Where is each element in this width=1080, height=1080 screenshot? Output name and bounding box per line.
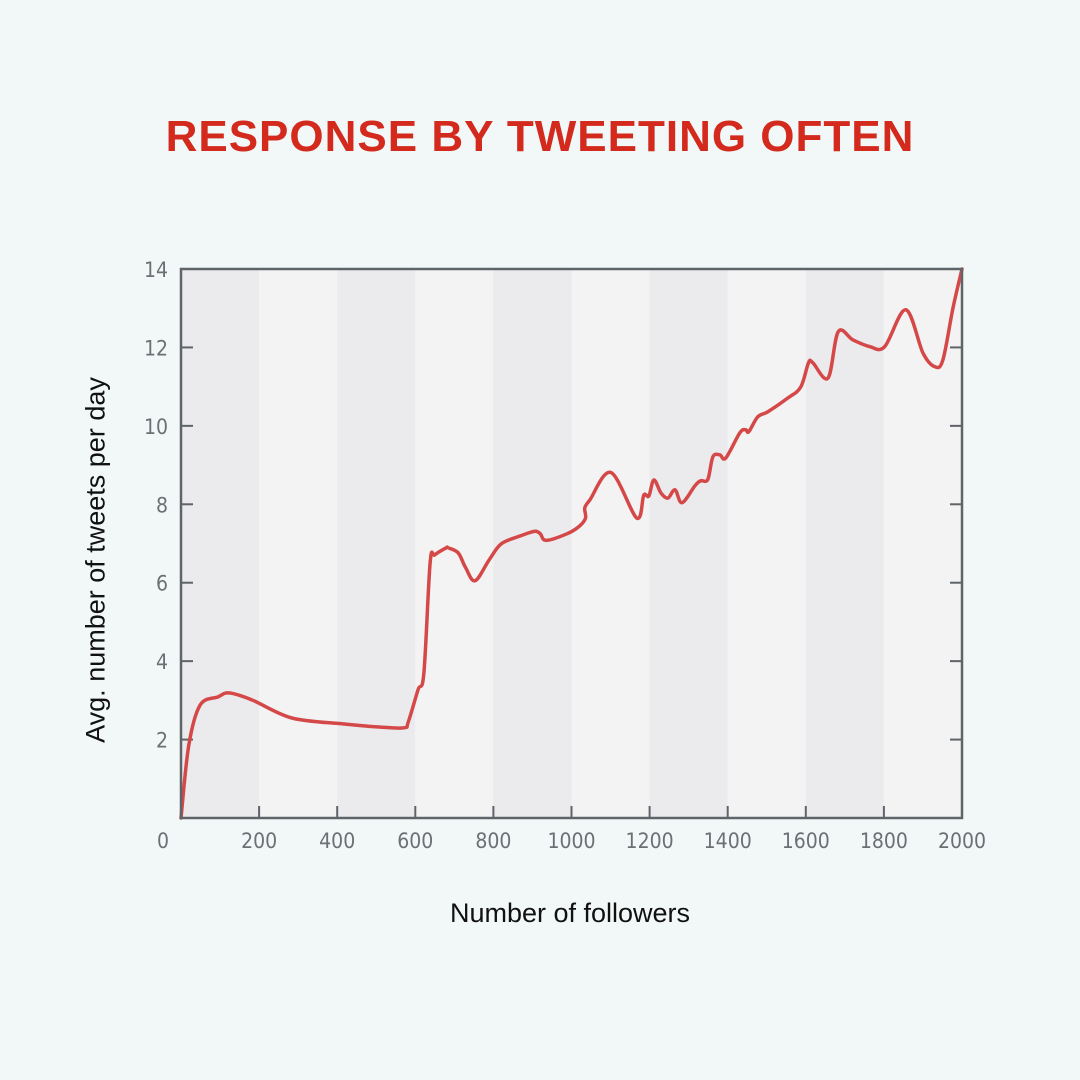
x-tick-label: 2000 (938, 829, 986, 853)
y-tick-label: 4 (156, 650, 168, 674)
background-bands (181, 269, 962, 818)
x-tick-label: 0 (157, 829, 169, 853)
band (883, 269, 962, 818)
x-tick-label: 200 (241, 829, 277, 853)
tick-labels: 0 200 400 600 800 1000 1200 1400 1600 1800 2000 2 4 6… (144, 258, 986, 853)
band (259, 269, 338, 818)
y-tick-label: 8 (156, 493, 168, 517)
x-tick-label: 600 (397, 829, 433, 853)
band (571, 269, 650, 818)
plot-frame (179, 267, 964, 820)
x-tick-label: 1400 (704, 829, 752, 853)
y-tick-label: 10 (144, 415, 168, 439)
band (181, 269, 260, 818)
band (493, 269, 572, 818)
y-tick-label: 6 (156, 572, 168, 596)
x-tick-label: 1200 (626, 829, 674, 853)
band (649, 269, 728, 818)
x-tick-label: 1800 (860, 829, 908, 853)
x-tick-label: 800 (475, 829, 511, 853)
x-axis-label: Number of followers (449, 898, 691, 928)
y-tick-label: 2 (156, 729, 168, 753)
data-line (179, 267, 964, 820)
y-tick-label: 12 (144, 336, 168, 360)
x-tick-label: 1600 (782, 829, 830, 853)
y-tick-label: 14 (144, 258, 168, 282)
band (805, 269, 884, 818)
x-tick-label: 400 (319, 829, 355, 853)
chart-title: RESPONSE BY TWEETING OFTEN (165, 112, 915, 161)
band (415, 269, 494, 818)
band (727, 269, 806, 818)
x-tick-label: 1000 (547, 829, 595, 853)
band (337, 269, 416, 818)
